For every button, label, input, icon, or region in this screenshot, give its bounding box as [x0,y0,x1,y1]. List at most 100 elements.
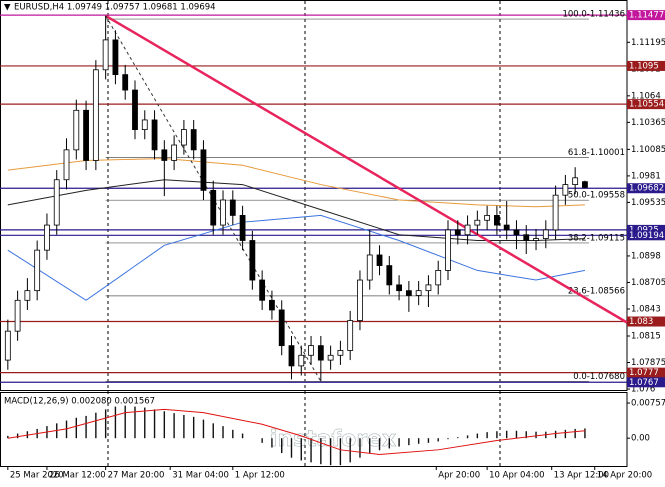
chart-title: EURUSD,H4 1.09749 1.09757 1.09681 1.0969… [14,3,216,13]
candle-body [259,279,266,301]
macd-bar [310,438,312,463]
macd-bar [349,438,351,463]
macd-bar [153,409,156,439]
candle-body [112,39,119,76]
candle-body [494,215,500,226]
title-arrow: ▼ [4,3,11,13]
y-tick-label: 1.076 [631,385,655,395]
level-tag [627,377,665,388]
macd-pane [0,392,628,467]
candle-body [405,290,412,296]
candle-body [200,149,207,191]
macd-y-tick-label: 0.00 [631,434,650,444]
fib-label: 61.8-1.10001 [568,148,625,158]
macd-bar [417,438,420,444]
y-tick-label: 1.07875 [631,358,665,368]
macd-bar [505,430,508,439]
macd-bar [300,438,302,461]
macd-bar [398,438,400,447]
candle-body [464,224,471,236]
macd-bar [114,406,117,439]
level-tag [627,10,665,21]
macd-bar [437,438,439,442]
macd-bar [369,438,371,454]
y-tick-label: 1.10365 [631,118,665,128]
candle-body [132,89,138,130]
macd-bar [388,438,391,449]
macd-bar [457,437,459,439]
candle-body [24,290,31,301]
candle-body [357,279,363,321]
macd-bar [192,416,195,439]
price-pane [0,0,628,391]
macd-bar [261,438,263,443]
macd-bar [290,438,293,458]
macd-bar [124,405,126,439]
macd-bar [75,417,77,439]
macd-bar [486,432,488,439]
trend-line [105,14,628,324]
macd-bar [320,438,322,465]
macd-bar [359,438,361,458]
candle-body [445,229,451,271]
macd-bar [496,431,498,439]
candle-body [278,309,285,347]
macd-bar [271,438,273,448]
candle-body [425,284,432,292]
x-tick-label: 25 Mar 2020 [10,471,64,481]
candle-body [190,129,197,151]
candle-body [396,284,402,292]
candle-body [523,234,530,241]
candle-body [386,265,393,286]
level-tag [627,60,665,71]
macd-bar [339,438,342,466]
macd-bar [173,413,175,439]
candle-body [454,229,461,236]
candle-body [298,354,305,367]
macd-bar [535,431,537,439]
x-tick-label: 27 Mar 20:00 [108,471,165,481]
candle-body [552,194,559,231]
candle-body [161,149,168,161]
candle-body [582,181,588,188]
macd-bar [447,438,449,440]
macd-title: MACD(12,26,9) 0.002080 0.001567 [4,397,155,407]
y-tick-label: 1.0843 [631,304,661,314]
y-tick-label: 1.0815 [631,331,661,341]
macd-bar [16,433,19,439]
macd-bar [329,438,332,466]
macd-bar [554,430,557,439]
macd-bar [232,429,234,439]
y-tick-label: 1.11195 [631,38,665,48]
x-tick-label: Apr 20:00 [438,471,480,481]
candle-body [239,215,246,241]
fib-label: 23.6-1.08566 [568,286,625,296]
candle-body [102,39,109,71]
x-tick-label: 10 Apr 04:00 [489,471,544,481]
macd-bar [525,431,527,439]
candle-body [484,215,491,221]
level-label: 1.0777 [629,368,659,378]
fib-label: 50.0-1.09558 [568,191,625,201]
candle-body [327,354,334,361]
candle-body [44,224,50,251]
candle-body [288,345,295,367]
macd-bar [408,438,410,446]
candle-body [317,345,324,361]
x-tick-label: 1 Apr 12:00 [235,471,285,481]
macd-bar [104,409,107,439]
candle-body [347,320,354,351]
candle-body [542,229,549,239]
macd-bar [163,411,166,439]
macd-bar [476,433,479,439]
macd-bar [466,435,469,439]
candle-body [171,144,178,161]
macd-bar [95,412,97,439]
candle-body [141,119,148,130]
candle-body [308,345,314,356]
candle-body [63,149,70,181]
macd-bar [241,433,244,439]
macd-bar [144,407,146,439]
macd-bar [281,438,283,454]
level-tag [627,367,665,378]
